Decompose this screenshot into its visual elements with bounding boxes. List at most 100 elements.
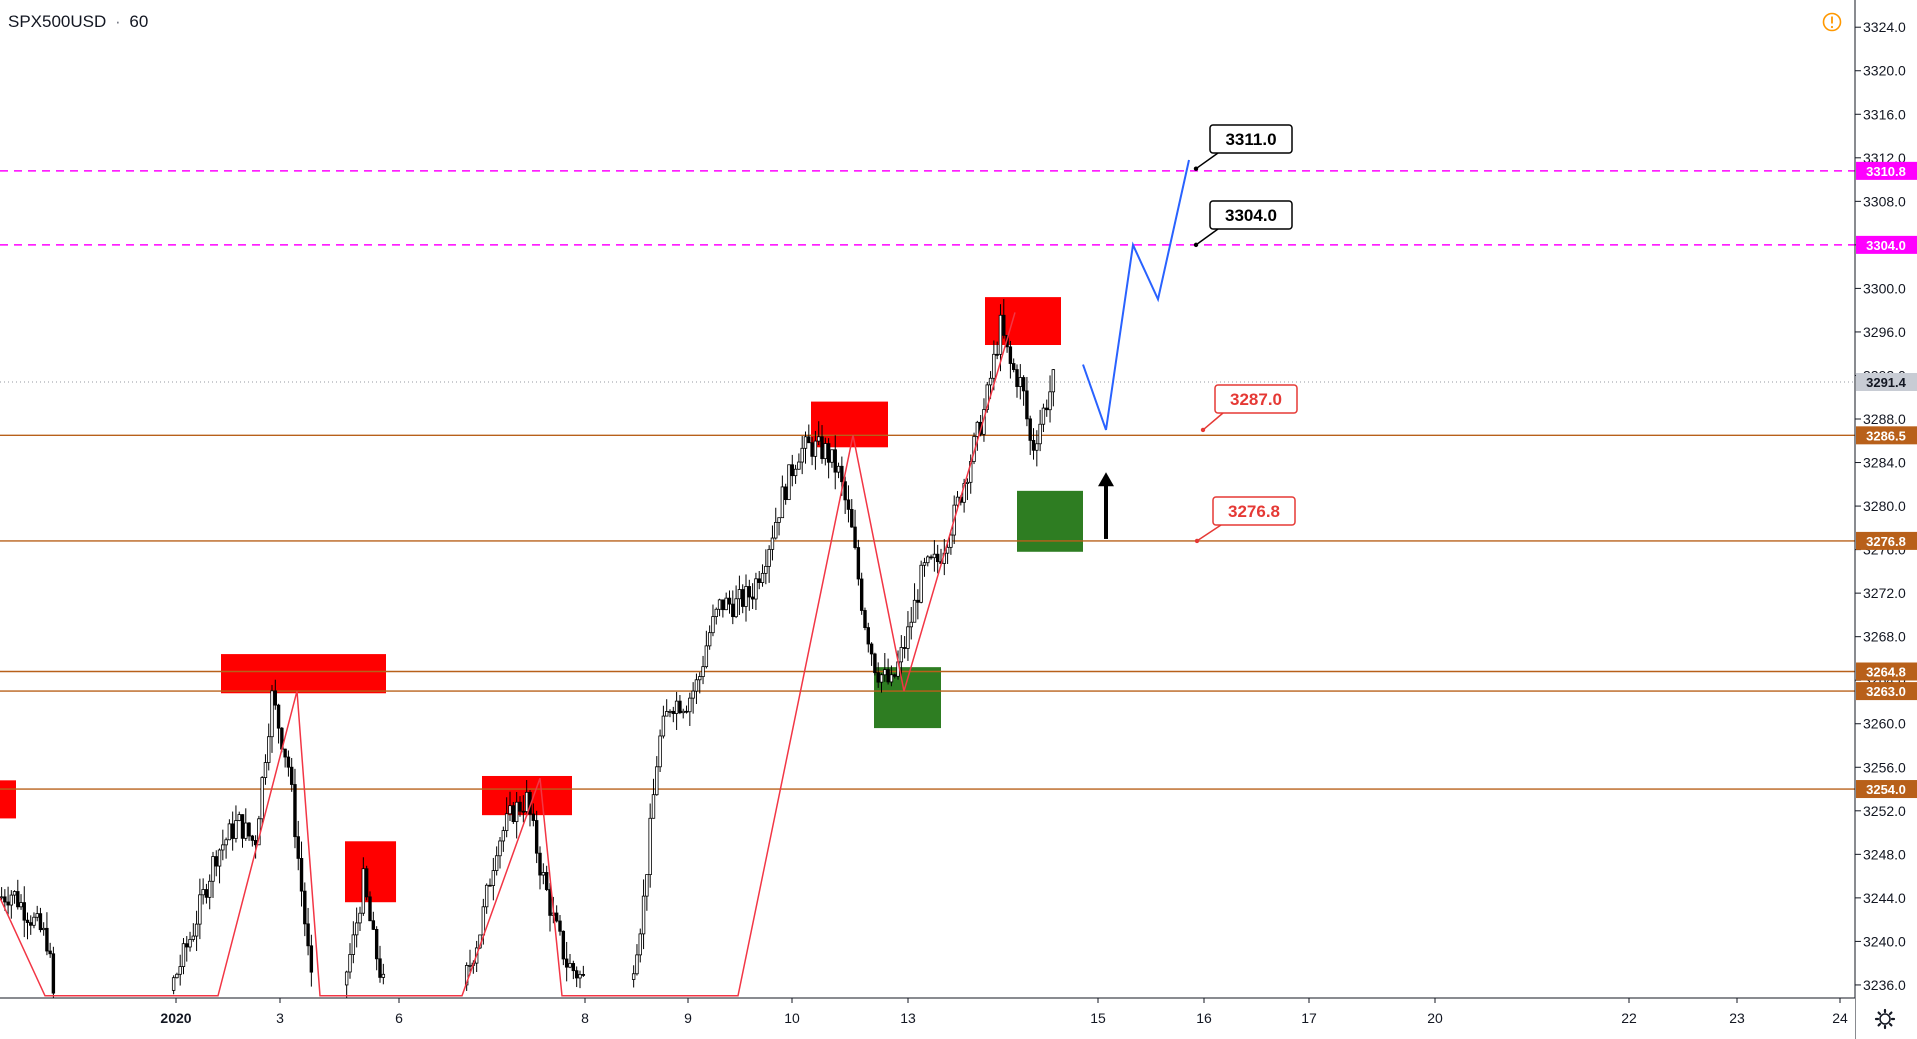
candle [658,729,662,773]
x-tick-label: 20 [1427,1010,1443,1026]
candle [217,848,222,884]
candle-body [859,578,864,611]
candle-body [544,872,549,890]
callout-pointer [1196,524,1222,542]
candle-body [45,927,49,952]
candle [1038,409,1042,452]
candle [929,554,933,560]
candle [6,886,10,916]
candle [488,878,492,887]
y-tick-label: 3248.0 [1863,846,1906,862]
callout-dot [1193,242,1199,248]
candle [717,598,722,617]
candle [820,425,824,464]
candle [893,673,897,679]
candle [949,529,953,555]
level-tag-label: 3276.8 [1866,534,1906,549]
candle [869,642,874,666]
candle-body [645,874,649,897]
candle [645,874,649,911]
candle [873,652,877,676]
candle [916,589,920,620]
candle [711,604,715,637]
candle-body [701,666,705,677]
candle-body [757,578,761,583]
x-tick-label: 2020 [160,1010,191,1026]
candle [664,699,669,717]
candle [655,756,659,796]
candle-body [678,700,682,714]
candle [691,682,695,714]
candle-body [840,465,844,483]
candle [734,585,738,619]
candle [688,692,692,726]
candle [1008,340,1013,379]
y-tick-label: 3252.0 [1863,803,1906,819]
candle-body [813,440,818,457]
candle [678,694,682,715]
candle [541,863,546,885]
candle-body [916,599,920,603]
gear-icon[interactable] [1874,1008,1896,1030]
candle [638,928,642,963]
candle [668,709,672,718]
candle-body [224,839,228,846]
candle-body [208,880,212,898]
x-tick-label: 17 [1301,1010,1317,1026]
candle [548,882,552,932]
candle-body [783,486,788,501]
candle [498,836,502,869]
candle-body [691,690,695,699]
candle [909,607,913,640]
candle [293,768,297,849]
candle-body [574,970,579,979]
candle [544,865,549,892]
level-tag-label: 3286.5 [1866,428,1906,443]
candle [750,583,755,610]
y-tick-label: 3260.0 [1863,716,1906,732]
candle [198,878,202,940]
candle-body [635,954,639,975]
candle-body [381,973,386,978]
y-tick-label: 3320.0 [1863,63,1906,79]
candle [12,890,17,904]
candle [306,907,310,956]
candle-body [22,902,26,921]
candle-body [1025,390,1029,420]
candle-body [554,912,559,922]
candle-body [800,447,804,463]
candle-body [902,647,907,649]
candle-body [790,464,794,477]
y-tick-label: 3284.0 [1863,455,1906,471]
candle-body [32,916,36,926]
candle [201,878,205,905]
level-tag [1856,662,1917,681]
level-tag-label: 3254.0 [1866,782,1906,797]
candle-body [750,596,755,600]
supply-zone [985,297,1061,346]
candle-body [364,868,369,898]
candle-body [906,626,910,649]
candle-body [578,974,582,979]
alert-icon[interactable] [1822,12,1842,32]
candle-body [354,922,359,936]
x-ticks: 2020 3 6 8 9 10 13 15 16 17 20 22 23 24 [160,998,1848,1026]
candle-body [240,814,245,839]
candle-body [1018,377,1023,387]
candle [303,882,307,937]
candle [774,507,778,540]
candle [581,965,586,977]
candle-body [283,748,287,758]
candle-body [797,461,801,470]
candle [32,912,36,929]
candle [810,437,814,466]
candle-body [899,647,904,663]
candle [859,572,864,615]
candle [843,476,847,514]
candle-body [1038,423,1042,445]
candle-body [501,830,506,842]
time-axis[interactable] [0,998,1855,1039]
candle-body [754,578,758,600]
candle-body [704,645,709,668]
